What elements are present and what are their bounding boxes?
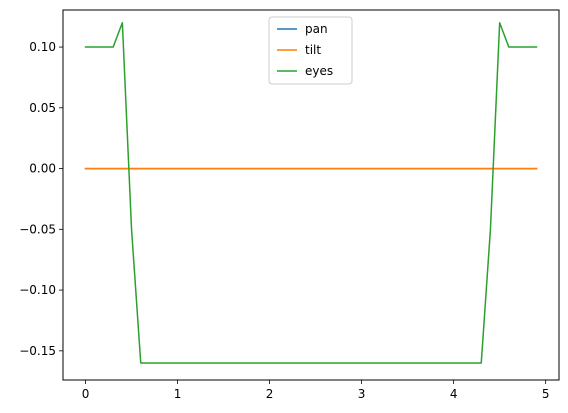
- legend-label-tilt: tilt: [305, 43, 321, 57]
- y-tick-label: −0.15: [19, 344, 56, 358]
- x-tick-label: 5: [542, 387, 550, 401]
- x-tick-label: 4: [450, 387, 458, 401]
- x-tick-label: 3: [358, 387, 366, 401]
- legend-box: [268, 16, 353, 85]
- plot-lines: [84, 22, 538, 364]
- legend-label-pan: pan: [305, 22, 328, 36]
- y-tick-label: 0.10: [29, 40, 56, 54]
- y-axis: −0.15 −0.10 −0.05 0.00 0.05 0.10: [19, 40, 63, 358]
- y-tick-label: −0.10: [19, 283, 56, 297]
- x-axis: 0 1 2 3 4 5: [82, 380, 550, 401]
- x-tick-label: 0: [82, 387, 90, 401]
- axes-frame: [62, 9, 560, 381]
- legend-label-eyes: eyes: [305, 64, 333, 78]
- y-tick-label: 0.00: [29, 162, 56, 176]
- legend: pan tilt eyes: [268, 16, 353, 85]
- x-tick-label: 1: [174, 387, 182, 401]
- series-line-eyes: [84, 22, 538, 364]
- y-tick-label: −0.05: [19, 222, 56, 236]
- y-tick-label: 0.05: [29, 101, 56, 115]
- x-tick-label: 2: [266, 387, 274, 401]
